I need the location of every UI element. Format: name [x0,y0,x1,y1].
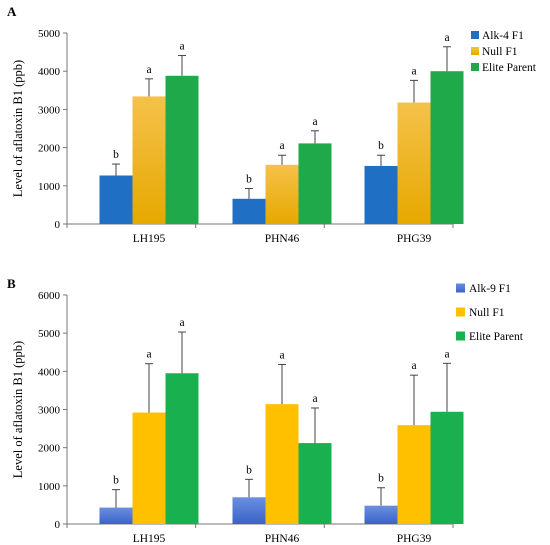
y-tick-label: 5000 [38,328,61,340]
significance-letter: b [113,149,119,161]
significance-letter: a [146,349,151,361]
bar [397,102,431,224]
legend-label: Null F1 [482,46,518,58]
y-axis-label: Level of aflatoxin B1 (ppb) [11,341,25,478]
legend-label: Null F1 [469,307,505,319]
significance-letter: a [279,140,284,152]
y-tick-label: 3000 [38,104,61,116]
bar [165,75,199,224]
legend-label: Elite Parent [469,331,524,343]
y-tick-label: 1000 [38,481,61,493]
y-tick-label: 2000 [38,443,61,455]
bar [132,412,166,524]
bar [265,404,299,524]
bar [99,507,133,524]
x-tick-label: PHG39 [397,533,432,545]
bar [232,497,266,524]
significance-letter: a [279,349,284,361]
bar [298,443,332,524]
bar [232,198,266,224]
significance-letter: a [411,65,416,77]
bar [430,71,464,224]
bar [397,425,431,524]
bar [364,505,398,524]
bar [132,96,166,224]
significance-letter: b [246,173,252,185]
significance-letter: a [179,317,184,329]
significance-letter: a [179,41,184,53]
y-tick-label: 3000 [38,405,61,417]
legend-swatch [456,283,465,293]
legend-swatch [456,331,465,341]
legend-swatch [471,31,479,39]
y-tick-label: 1000 [38,181,61,193]
legend: Alk-4 F1 Null F1 Elite Parent [471,30,537,74]
x-tick-label: PHN46 [265,533,300,545]
significance-letter: b [246,464,252,476]
legend-swatch [471,63,479,71]
chart-panel-b: B Level of aflatoxin B1 (ppb) 0 1000 2000 300… [7,276,524,545]
significance-letter: b [378,473,384,485]
legend-swatch [471,47,479,55]
significance-letter: a [411,360,416,372]
y-tick-label: 0 [55,519,61,531]
y-axis-label: Level of aflatoxin B1 (ppb) [11,60,25,197]
legend-label: Alk-4 F1 [482,30,524,42]
legend-swatch [456,307,465,317]
significance-letter: b [113,475,119,487]
significance-letter: b [378,140,384,152]
significance-letter: a [312,116,317,128]
bar [364,165,398,224]
y-tick-label: 4000 [38,366,61,378]
y-tick-label: 2000 [38,143,61,155]
significance-letter: a [444,32,449,44]
chart-panel-a: A Level of aflatoxin B1 (ppb) 0 1000 2000 300… [7,4,537,245]
significance-letter: a [312,393,317,405]
panel-label: A [7,4,17,19]
legend-label: Alk-9 F1 [469,283,511,295]
y-tick-label: 0 [55,219,61,231]
bar [298,143,332,224]
bar [430,411,464,524]
x-tick-label: PHG39 [397,233,432,245]
x-tick-label: LH195 [133,233,166,245]
legend: Alk-9 F1 Null F1 Elite Parent [456,283,524,343]
bar [165,373,199,524]
bar [99,175,133,224]
y-tick-label: 5000 [38,28,61,40]
y-tick-label: 6000 [38,290,61,302]
significance-letter: a [146,64,151,76]
bar [265,164,299,224]
x-tick-label: PHN46 [265,233,300,245]
panel-label: B [7,276,16,291]
y-tick-label: 4000 [38,66,61,78]
x-tick-label: LH195 [133,533,166,545]
significance-letter: a [444,348,449,360]
legend-label: Elite Parent [482,62,537,74]
